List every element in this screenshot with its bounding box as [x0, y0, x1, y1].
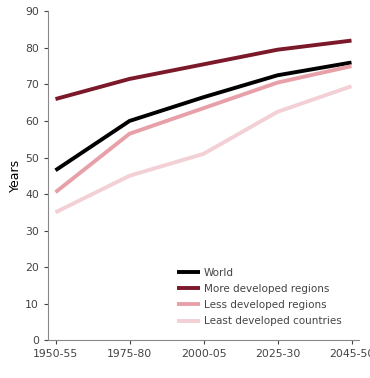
Least developed countries [275, 110, 280, 114]
Legend: World, More developed regions, Less developed regions, Least developed countries: World, More developed regions, Less deve… [175, 265, 344, 328]
Line: More developed regions: More developed regions [56, 40, 352, 99]
Line: Least developed countries: Least developed countries [56, 86, 352, 212]
Least developed countries [127, 174, 132, 178]
Least developed countries [349, 84, 354, 88]
Y-axis label: Years: Years [9, 159, 23, 192]
World [127, 119, 132, 123]
Less developed regions [127, 132, 132, 136]
Less developed regions [275, 81, 280, 85]
World [53, 168, 58, 173]
More developed regions [53, 97, 58, 101]
Line: Less developed regions: Less developed regions [56, 66, 352, 192]
More developed regions [201, 62, 206, 67]
Less developed regions [53, 190, 58, 195]
Less developed regions [349, 64, 354, 68]
Least developed countries [53, 210, 58, 215]
Line: World: World [56, 62, 352, 170]
World [201, 95, 206, 99]
More developed regions [349, 38, 354, 43]
Less developed regions [201, 106, 206, 110]
More developed regions [127, 77, 132, 81]
World [349, 60, 354, 65]
More developed regions [275, 48, 280, 52]
Least developed countries [201, 152, 206, 156]
World [275, 73, 280, 77]
